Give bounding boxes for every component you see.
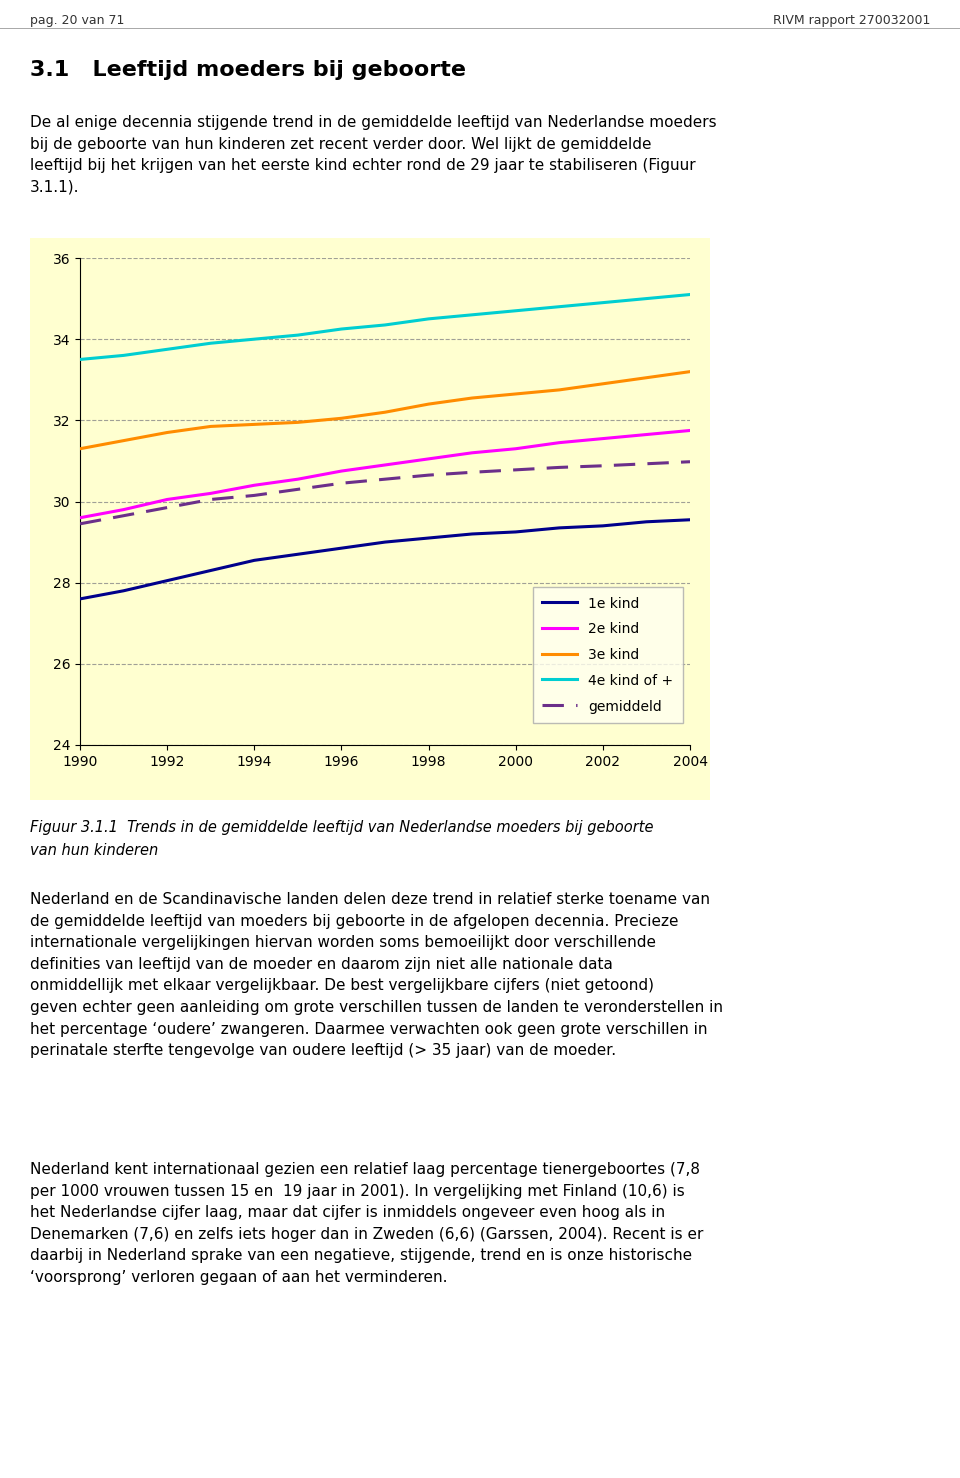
Legend: 1e kind, 2e kind, 3e kind, 4e kind of +, gemiddeld: 1e kind, 2e kind, 3e kind, 4e kind of +,… [533,587,684,723]
Text: De al enige decennia stijgende trend in de gemiddelde leeftijd van Nederlandse m: De al enige decennia stijgende trend in … [30,115,716,195]
Text: 3.1   Leeftijd moeders bij geboorte: 3.1 Leeftijd moeders bij geboorte [30,61,466,80]
Text: pag. 20 van 71: pag. 20 van 71 [30,13,125,27]
Text: RIVM rapport 270032001: RIVM rapport 270032001 [773,13,930,27]
Text: van hun kinderen: van hun kinderen [30,842,158,859]
Text: Nederland kent internationaal gezien een relatief laag percentage tienergeboorte: Nederland kent internationaal gezien een… [30,1162,704,1284]
Text: Nederland en de Scandinavische landen delen deze trend in relatief sterke toenam: Nederland en de Scandinavische landen de… [30,893,723,1058]
Text: Figuur 3.1.1  Trends in de gemiddelde leeftijd van Nederlandse moeders bij geboo: Figuur 3.1.1 Trends in de gemiddelde lee… [30,820,654,835]
